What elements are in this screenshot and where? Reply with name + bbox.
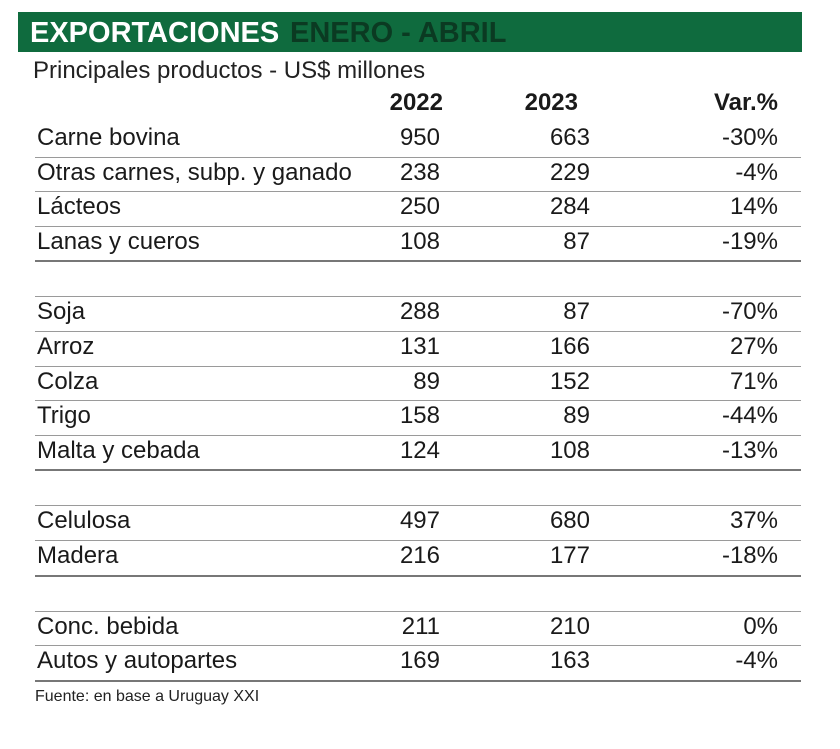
value-cell: 169 bbox=[399, 647, 440, 675]
product-name: Trigo bbox=[37, 402, 91, 430]
product-name: Celulosa bbox=[37, 507, 131, 535]
value-cell: 37% bbox=[729, 507, 778, 535]
value-cell: 89 bbox=[413, 367, 440, 395]
value-cell: 27% bbox=[729, 333, 778, 360]
row-rule bbox=[35, 469, 801, 472]
row-rule bbox=[35, 679, 801, 682]
value-cell: 131 bbox=[399, 333, 440, 360]
value-cell: 216 bbox=[399, 542, 440, 569]
row-rule bbox=[35, 365, 801, 367]
value-cell: 108 bbox=[399, 227, 440, 255]
row-rule bbox=[35, 574, 801, 577]
value-cell: 238 bbox=[399, 158, 440, 186]
title: EXPORTACIONES bbox=[30, 17, 280, 49]
value-cell: 158 bbox=[399, 402, 440, 430]
value-cell: 663 bbox=[549, 124, 590, 151]
row-rule bbox=[35, 156, 801, 158]
source: Fuente: en base a Uruguay XXI bbox=[35, 688, 260, 705]
value-cell: 163 bbox=[549, 647, 590, 675]
value-cell: -4% bbox=[735, 647, 778, 675]
row-rule bbox=[35, 540, 801, 541]
row-rule bbox=[35, 610, 801, 612]
column-header: 2023 bbox=[524, 89, 578, 116]
value-cell: -70% bbox=[721, 298, 778, 326]
row-rule bbox=[35, 225, 801, 227]
value-cell: 71% bbox=[729, 367, 778, 395]
product-name: Colza bbox=[37, 367, 99, 395]
product-name: Malta y cebada bbox=[37, 436, 200, 464]
value-cell: -44% bbox=[721, 402, 778, 430]
product-name: Conc. bebida bbox=[37, 612, 179, 640]
row-rule bbox=[35, 296, 801, 298]
product-name: Otras carnes, subp. y ganado bbox=[37, 158, 352, 186]
subtitle: Principales productos - US$ millones bbox=[33, 57, 426, 84]
product-name: Soja bbox=[37, 298, 86, 326]
value-cell: 229 bbox=[549, 158, 590, 186]
value-cell: 14% bbox=[729, 193, 778, 221]
value-cell: 210 bbox=[549, 612, 590, 640]
value-cell: -30% bbox=[721, 124, 778, 151]
product-name: Carne bovina bbox=[37, 124, 180, 151]
product-name: Lanas y cueros bbox=[37, 227, 200, 255]
row-rule bbox=[35, 645, 801, 647]
value-cell: 124 bbox=[399, 436, 440, 464]
header-bar bbox=[18, 12, 802, 52]
column-header: Var.% bbox=[713, 89, 778, 116]
value-cell: 89 bbox=[563, 402, 590, 430]
value-cell: -13% bbox=[721, 436, 778, 464]
value-cell: 152 bbox=[549, 367, 590, 395]
value-cell: -18% bbox=[721, 542, 778, 569]
column-header: 2022 bbox=[389, 89, 443, 116]
value-cell: 250 bbox=[399, 193, 440, 221]
value-cell: 288 bbox=[399, 298, 440, 326]
product-name: Madera bbox=[37, 542, 119, 569]
value-cell: -19% bbox=[721, 227, 778, 255]
row-rule bbox=[35, 505, 801, 507]
product-name: Autos y autopartes bbox=[37, 647, 238, 675]
value-cell: 284 bbox=[549, 193, 590, 221]
product-name: Lácteos bbox=[37, 193, 122, 221]
row-rule bbox=[35, 260, 801, 263]
row-rule bbox=[35, 331, 801, 332]
value-cell: 87 bbox=[563, 227, 590, 255]
row-rule bbox=[35, 191, 801, 193]
period: ENERO - ABRIL bbox=[290, 17, 507, 49]
value-cell: 0% bbox=[743, 612, 778, 640]
value-cell: 108 bbox=[549, 436, 590, 464]
row-rule bbox=[35, 434, 801, 436]
value-cell: 211 bbox=[401, 612, 440, 640]
product-name: Arroz bbox=[37, 333, 95, 360]
row-rule bbox=[35, 400, 801, 402]
value-cell: 680 bbox=[549, 507, 590, 535]
value-cell: 950 bbox=[399, 124, 440, 151]
value-cell: -4% bbox=[735, 158, 778, 186]
value-cell: 166 bbox=[549, 333, 590, 360]
value-cell: 87 bbox=[563, 298, 590, 326]
value-cell: 177 bbox=[549, 542, 590, 569]
value-cell: 497 bbox=[399, 507, 440, 535]
